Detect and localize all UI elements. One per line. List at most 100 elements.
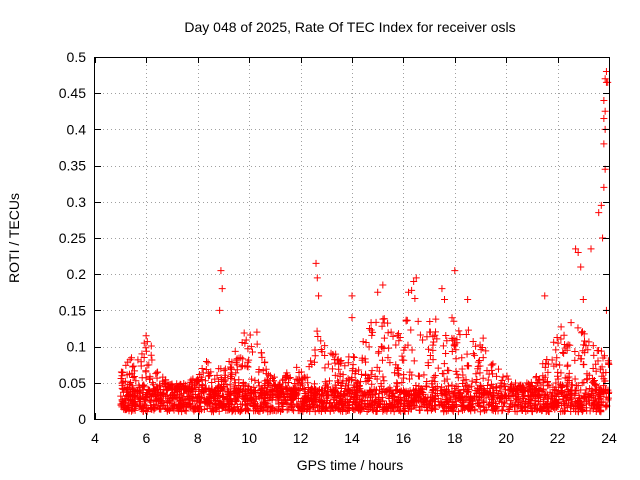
roti-point [138, 403, 146, 411]
roti-point [362, 339, 370, 347]
roti-point [372, 408, 380, 416]
roti-point [571, 348, 579, 356]
roti-point [156, 385, 164, 393]
roti-point [452, 355, 460, 363]
roti-point [499, 373, 507, 381]
roti-point [348, 314, 356, 322]
roti-point [592, 382, 600, 390]
roti-point [262, 365, 270, 373]
roti-point [479, 354, 487, 362]
roti-point [200, 406, 208, 414]
roti-point [577, 263, 585, 271]
roti-point [366, 324, 374, 332]
roti-point [599, 354, 607, 362]
roti-point [310, 392, 318, 400]
y-tick-label: 0.3 [67, 194, 87, 210]
roti-point [564, 341, 572, 349]
roti-point [358, 354, 366, 362]
roti-point [495, 365, 503, 373]
roti-point [358, 393, 366, 401]
roti-point [504, 375, 512, 383]
roti-point [202, 399, 210, 407]
roti-point [566, 390, 574, 398]
roti-point [602, 67, 610, 75]
y-tick-label: 0.5 [67, 49, 87, 65]
roti-point [451, 267, 459, 275]
roti-point [400, 371, 408, 379]
roti-point [156, 405, 164, 413]
roti-point [331, 371, 339, 379]
roti-point [571, 356, 579, 364]
roti-point [581, 349, 589, 357]
roti-point [199, 369, 207, 377]
roti-point [597, 408, 605, 416]
roti-point [334, 377, 342, 385]
roti-point [557, 369, 565, 377]
roti-point [384, 354, 392, 362]
roti-point [542, 359, 550, 367]
roti-point [202, 366, 210, 374]
roti-point [452, 346, 460, 354]
roti-point [492, 387, 500, 395]
roti-point [458, 365, 466, 373]
roti-point [359, 338, 367, 346]
roti-point [244, 385, 252, 393]
roti-point [508, 380, 516, 388]
roti-point [230, 383, 238, 391]
roti-point [459, 371, 467, 379]
roti-point [472, 342, 480, 350]
roti-point [169, 390, 177, 398]
roti-point [282, 372, 290, 380]
roti-point [390, 401, 398, 409]
roti-point [471, 392, 479, 400]
roti-point [372, 390, 380, 398]
roti-point [538, 406, 546, 414]
roti-point [398, 352, 406, 360]
roti-point [230, 390, 238, 398]
roti-point [152, 370, 160, 378]
roti-point [590, 351, 598, 359]
roti-point [339, 390, 347, 398]
roti-point [501, 391, 509, 399]
roti-point [472, 370, 480, 378]
roti-point [368, 380, 376, 388]
roti-point [151, 403, 159, 411]
roti-point [193, 375, 201, 383]
x-tick-label: 18 [447, 430, 463, 446]
roti-point [373, 404, 381, 412]
roti-point [559, 395, 567, 403]
roti-point [452, 397, 460, 405]
y-axis-label: ROTI / TECUs [6, 193, 22, 283]
roti-point [412, 381, 420, 389]
roti-point [451, 393, 459, 401]
roti-point [506, 400, 514, 408]
roti-point [589, 365, 597, 373]
roti-point [275, 403, 283, 411]
roti-point [311, 346, 319, 354]
roti-point [130, 362, 138, 370]
roti-point [198, 364, 206, 372]
roti-point [559, 348, 567, 356]
roti-point [524, 387, 532, 395]
roti-point [253, 406, 261, 414]
roti-point [317, 408, 325, 416]
roti-point [433, 382, 441, 390]
roti-point [565, 373, 573, 381]
roti-point [431, 405, 439, 413]
roti-point [395, 371, 403, 379]
roti-point [485, 401, 493, 409]
roti-point [135, 383, 143, 391]
roti-point [197, 398, 205, 406]
roti-point [204, 372, 212, 380]
roti-point [303, 393, 311, 401]
roti-point [294, 381, 302, 389]
roti-point [453, 370, 461, 378]
roti-point [584, 346, 592, 354]
roti-point [117, 368, 125, 376]
roti-point [601, 75, 609, 83]
roti-point [463, 381, 471, 389]
roti-point [586, 385, 594, 393]
roti-point [502, 392, 510, 400]
roti-point [193, 397, 201, 405]
roti-point [410, 357, 418, 365]
